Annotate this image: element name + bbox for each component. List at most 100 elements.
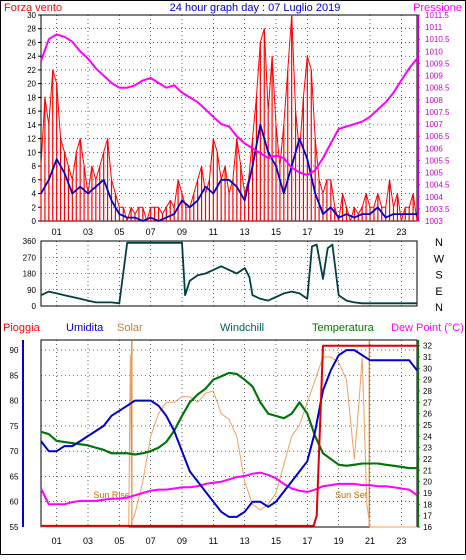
x-tick-label: 11 <box>209 536 218 546</box>
compass-label: W <box>434 253 445 265</box>
dewpoint-series-line <box>40 471 418 506</box>
humidity-series-line <box>40 349 418 518</box>
temp-tick-label: 31 <box>423 353 432 362</box>
x-tick-label: 19 <box>334 536 344 546</box>
legend-solar: Solar <box>117 322 143 334</box>
temperature-humidity-panel: 01 03 05 07 09 11 13 15 17 19 21 23 55 60 65 70 75 80 85 90… <box>10 339 432 546</box>
x-tick-label: 01 <box>52 227 62 237</box>
gust-series-line <box>40 124 417 222</box>
pressure-tick-label: 1006 <box>425 144 443 153</box>
temp-tick-label: 21 <box>423 466 432 475</box>
temp-tick-label: 25 <box>423 421 432 430</box>
pressure-tick-label: 1008 <box>425 96 443 105</box>
humidity-tick-label: 80 <box>10 397 19 406</box>
x-tick-label: 15 <box>271 536 281 546</box>
pressure-tick-label: 1005 <box>425 169 443 178</box>
temp-tick-label: 23 <box>423 444 432 453</box>
temp-tick-label: 16 <box>423 523 432 532</box>
wind-tick-label: 10 <box>27 148 36 157</box>
solar-series-line <box>41 354 417 528</box>
x-tick-label: 09 <box>177 227 187 237</box>
wind-tick-label: 20 <box>27 80 36 89</box>
x-tick-label: 01 <box>52 536 62 546</box>
x-tick-label: 17 <box>302 536 312 546</box>
compass-label: N <box>435 237 443 249</box>
humidity-tick-label: 55 <box>10 523 19 532</box>
temp-tick-label: 28 <box>423 387 432 396</box>
x-tick-label: 07 <box>146 227 156 237</box>
pressure-tick-label: 1003.5 <box>425 205 450 214</box>
humidity-tick-label: 85 <box>10 371 19 380</box>
x-tick-label: 05 <box>114 536 124 546</box>
pressure-tick-label: 1004 <box>425 193 443 202</box>
wind-pressure-panel: 01 03 05 07 09 11 13 15 17 19 21 230246810121416182… <box>27 11 450 237</box>
x-tick-label: 09 <box>177 536 187 546</box>
direction-tick-label: 180 <box>23 270 37 279</box>
wind-tick-label: 18 <box>27 93 36 102</box>
wind-axis-label: Forza vento <box>4 2 62 14</box>
wind-tick-label: 4 <box>32 190 37 199</box>
temp-tick-label: 19 <box>423 489 432 498</box>
temp-tick-label: 18 <box>423 500 432 509</box>
pressure-series-line <box>40 33 418 176</box>
sunrise-label: Sun Rise <box>93 490 130 500</box>
temp-tick-label: 20 <box>423 478 432 487</box>
x-tick-label: 05 <box>114 227 124 237</box>
temp-tick-label: 24 <box>423 432 432 441</box>
wind-tick-label: 28 <box>27 25 36 34</box>
x-tick-label: 15 <box>271 227 281 237</box>
wind-tick-label: 6 <box>32 176 37 185</box>
wind-tick-label: 24 <box>27 52 36 61</box>
pressure-tick-label: 1010 <box>425 47 443 56</box>
x-tick-label: 03 <box>83 227 93 237</box>
direction-tick-label: 0 <box>32 302 37 311</box>
temp-tick-label: 22 <box>423 455 432 464</box>
pressure-tick-label: 1003 <box>425 217 443 226</box>
temp-tick-label: 32 <box>423 342 432 351</box>
humidity-tick-label: 90 <box>10 346 19 355</box>
x-tick-label: 21 <box>365 227 375 237</box>
wind-tick-label: 30 <box>27 11 36 20</box>
wind-tick-label: 16 <box>27 107 36 116</box>
humidity-tick-label: 60 <box>10 498 19 507</box>
pressure-tick-label: 1009.5 <box>425 59 450 68</box>
x-tick-label: 07 <box>146 536 156 546</box>
compass-label: N <box>435 302 443 314</box>
wind-tick-label: 14 <box>27 121 36 130</box>
direction-series-line <box>40 241 417 305</box>
x-tick-label: 17 <box>302 227 312 237</box>
wind-tick-label: 12 <box>27 135 36 144</box>
x-tick-label: 13 <box>240 227 250 237</box>
humidity-tick-label: 65 <box>10 472 19 481</box>
wind-tick-label: 8 <box>32 162 37 171</box>
x-tick-label: 21 <box>365 536 375 546</box>
x-tick-label: 19 <box>334 227 344 237</box>
humidity-tick-label: 75 <box>10 422 19 431</box>
pressure-tick-label: 1010.5 <box>425 35 450 44</box>
legend-windchill: Windchill <box>220 322 264 334</box>
wind-tick-label: 0 <box>32 217 37 226</box>
legend-dewpoint: Dew Point (°C) <box>391 322 464 334</box>
direction-tick-label: 360 <box>23 237 37 246</box>
rain-series-line <box>41 344 417 527</box>
pressure-tick-label: 1011.5 <box>425 11 449 20</box>
wind-tick-label: 26 <box>27 38 36 47</box>
legend-temperature: Temperatura <box>312 322 375 334</box>
direction-tick-label: 90 <box>27 286 36 295</box>
wind-tick-label: 22 <box>27 66 36 75</box>
x-tick-label: 13 <box>240 536 250 546</box>
pressure-tick-label: 1006.5 <box>425 132 450 141</box>
pressure-tick-label: 1004.5 <box>425 181 450 190</box>
compass-label: E <box>435 286 442 298</box>
pressure-tick-label: 1009 <box>425 72 443 81</box>
temperature-series-line <box>40 371 417 470</box>
sunset-label: Sun Set <box>335 490 368 500</box>
temp-tick-label: 26 <box>423 410 432 419</box>
legend-humidity: Umidita <box>66 322 104 334</box>
x-tick-label: 23 <box>396 227 406 237</box>
x-tick-label: 03 <box>83 536 93 546</box>
wind-series-line <box>40 14 418 222</box>
